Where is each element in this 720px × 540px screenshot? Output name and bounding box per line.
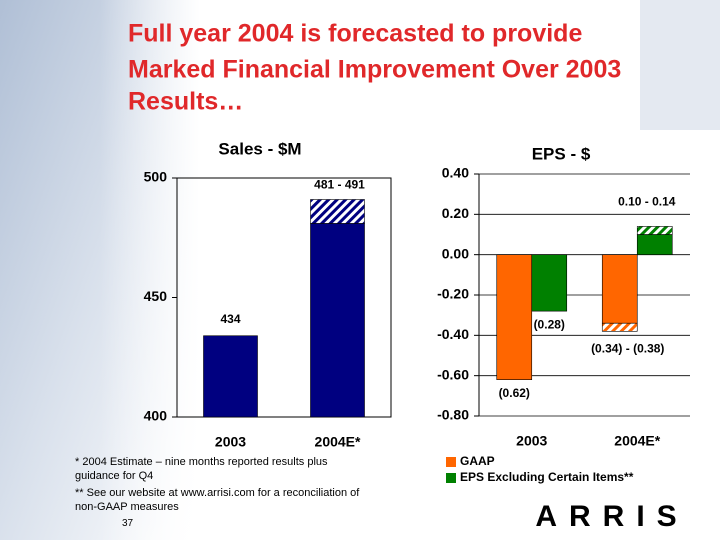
x-tick-label: 2004E* [614,433,660,449]
decor-corner [640,0,720,130]
y-tick-label: -0.40 [437,326,469,342]
footnote: ** See our website at www.arrisi.com for… [75,487,360,499]
slide-title: Results… [128,88,243,116]
range-bar [310,199,365,224]
bar [601,254,638,324]
chart-title: EPS - $ [532,144,591,163]
y-tick-label: -0.80 [437,407,469,423]
decor-fade [100,0,200,540]
bar [203,335,258,418]
value-label: (0.34) - (0.38) [591,341,664,355]
plot-frame [176,177,392,418]
y-tick-label: 0.20 [442,205,469,221]
bar [531,254,568,312]
footnote: guidance for Q4 [75,470,153,482]
y-tick-label: 500 [144,169,168,185]
legend-label: GAAP [460,454,495,468]
bar [636,234,673,255]
legend-swatch [446,457,456,467]
chart-title: Sales - $M [218,139,301,158]
slide-title: Full year 2004 is forecasted to provide [128,20,582,48]
slide-title: Marked Financial Improvement Over 2003 [128,56,621,84]
value-label: (0.62) [499,386,530,400]
y-tick-label: 450 [144,288,168,304]
y-tick-label: -0.20 [437,286,469,302]
bar [496,254,533,381]
legend-swatch [446,473,456,483]
y-tick-label: 0.00 [442,245,469,261]
logo: ARRIS [535,500,688,533]
page-number: 37 [122,518,134,529]
footnote: non-GAAP measures [75,501,179,513]
x-tick-label: 2003 [215,434,246,450]
bar [310,223,365,418]
y-tick-label: 400 [144,408,168,424]
footnote: * 2004 Estimate – nine months reported r… [75,456,328,468]
y-tick-label: 0.40 [442,165,469,181]
value-label: (0.28) [534,317,565,331]
range-bar [636,226,673,235]
x-tick-label: 2004E* [315,434,361,450]
range-bar [601,322,638,332]
y-tick-label: -0.60 [437,366,469,382]
x-tick-label: 2003 [516,433,547,449]
value-label: 434 [220,312,240,326]
legend-label: EPS Excluding Certain Items** [460,470,634,484]
value-label: 0.10 - 0.14 [618,195,676,209]
value-label: 481 - 491 [314,178,365,192]
